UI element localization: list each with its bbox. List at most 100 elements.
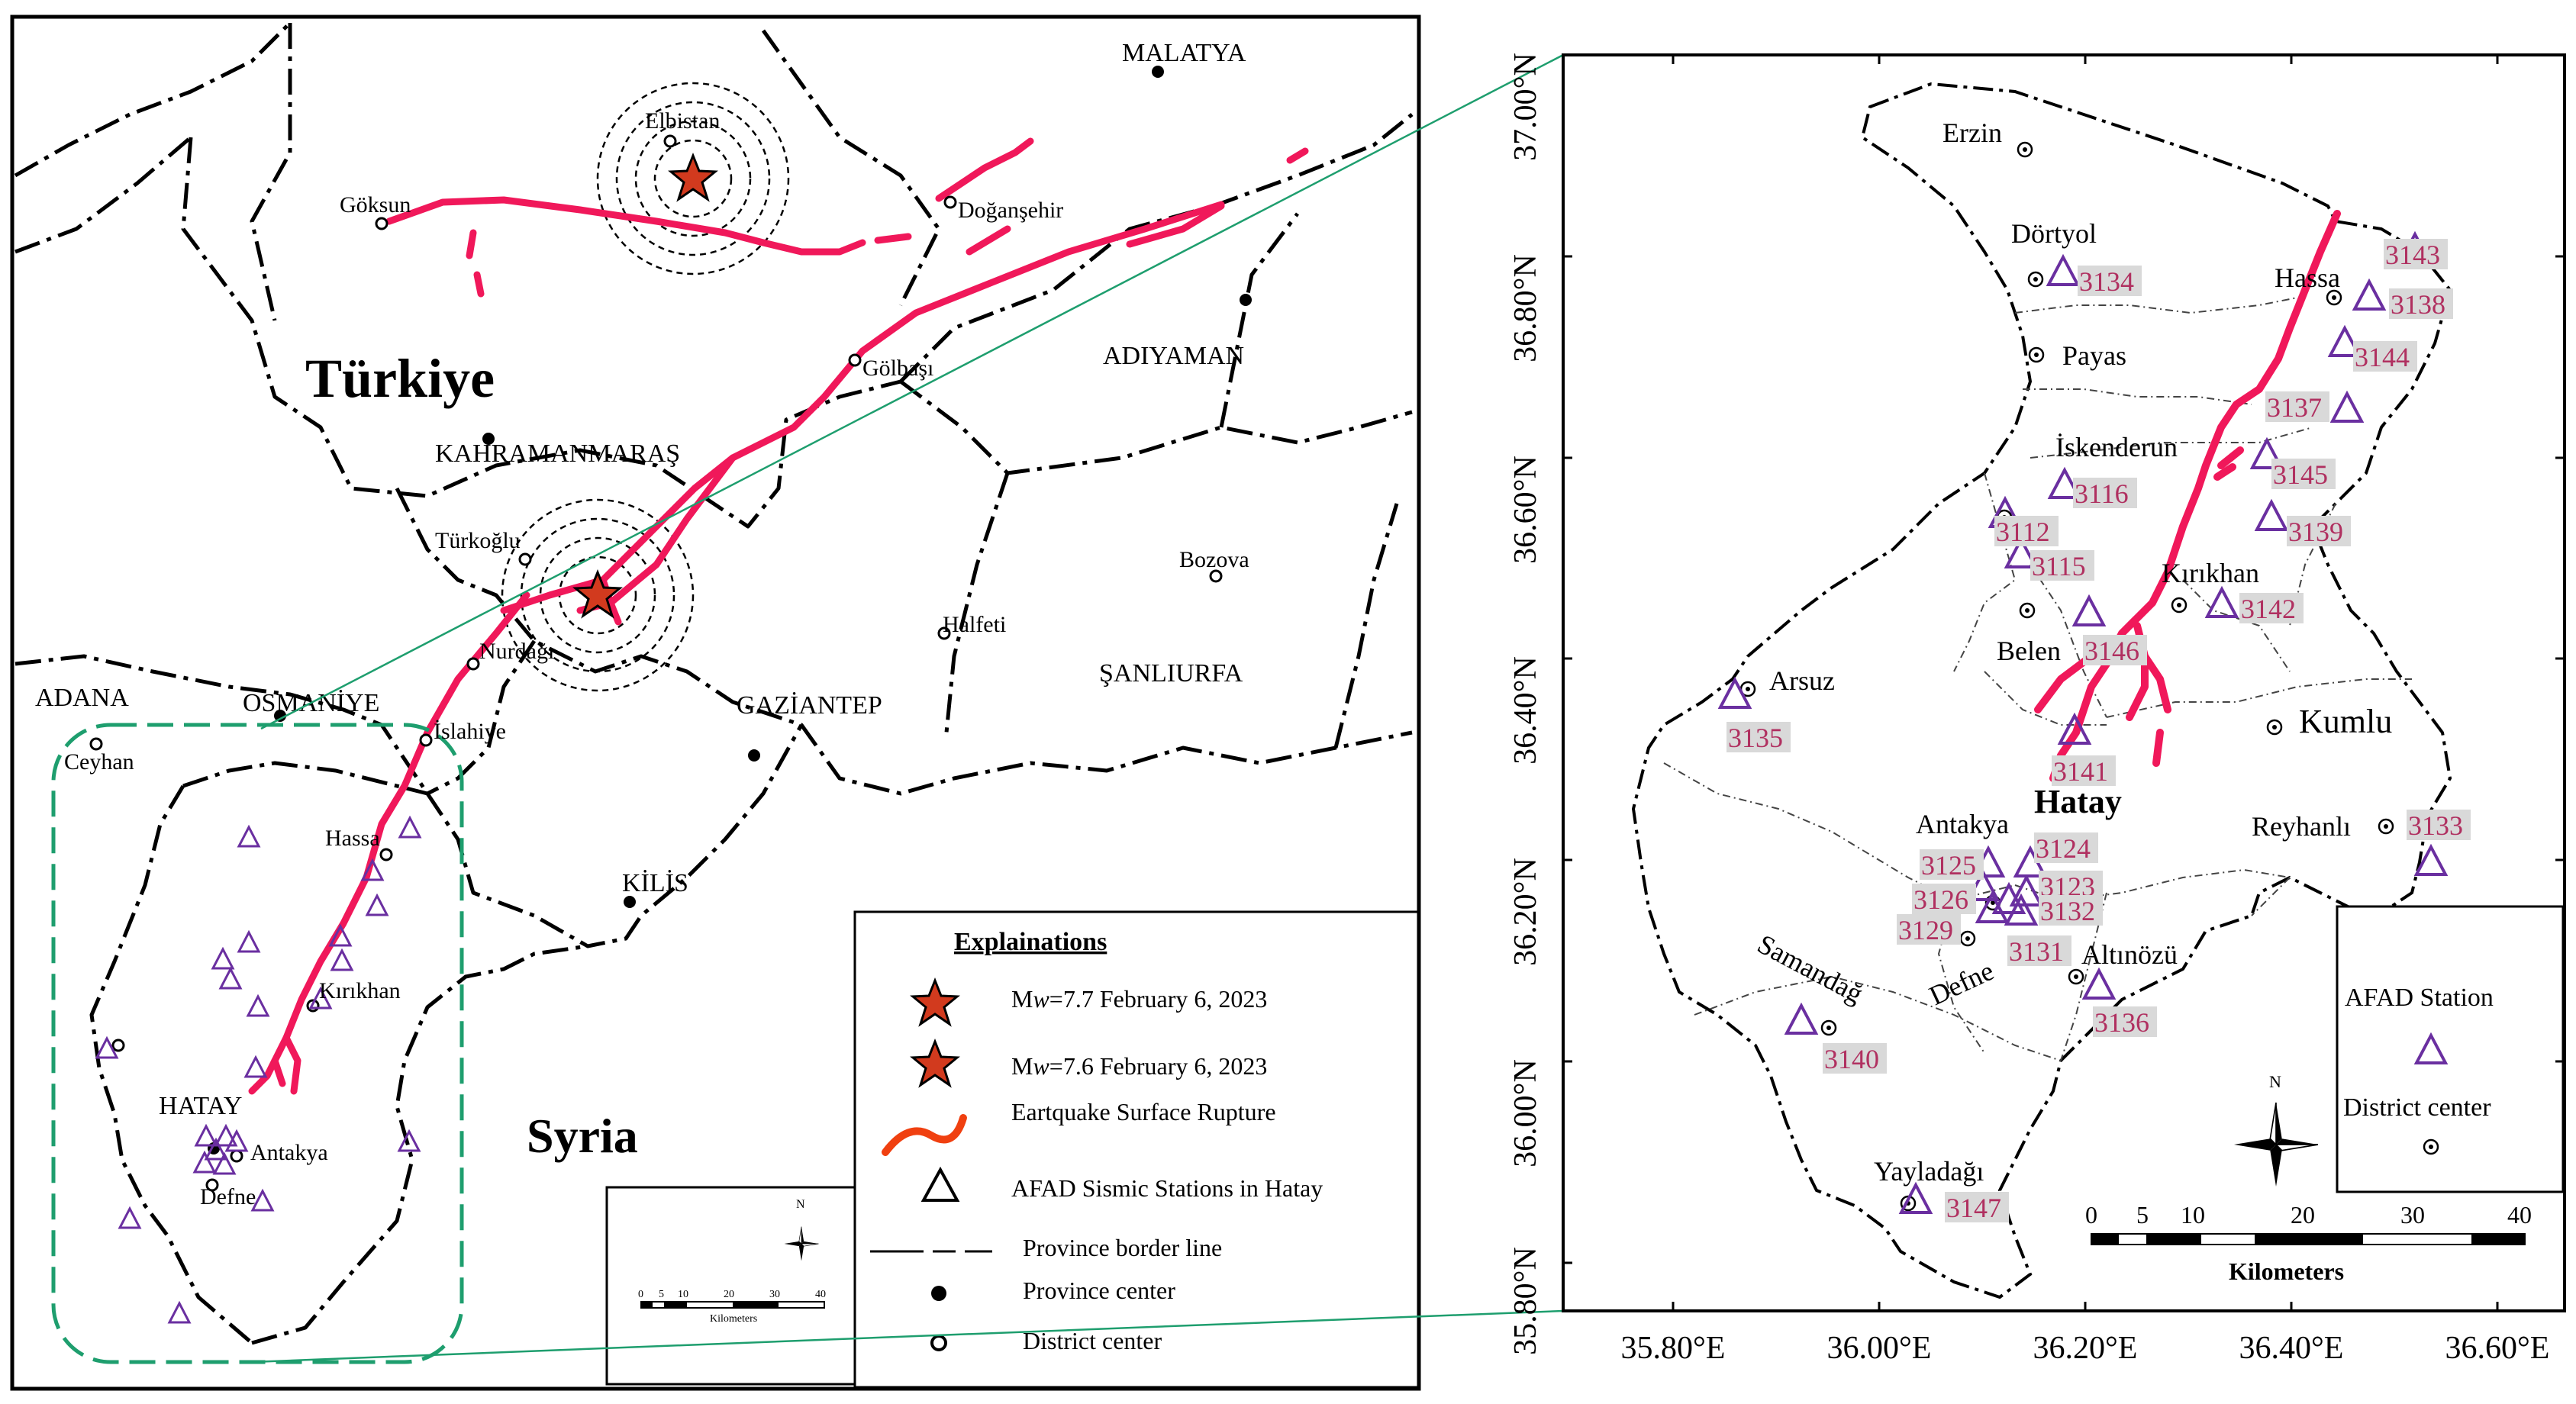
left-legend: Explainations Mw=7.7 February 6, 2023 Mw… xyxy=(853,910,1420,1389)
district-label-dogansehir: Doğanşehir xyxy=(958,198,1063,223)
province-label-malatya: MALATYA xyxy=(1122,39,1246,67)
province-label-hatay: HATAY xyxy=(159,1092,242,1120)
y-label-36-80: 36.80°N xyxy=(1508,254,1543,362)
left-scalebar-box: N 0 5 10 20 30 40 Kilometers xyxy=(605,1186,856,1386)
right-scale-tick-30: 30 xyxy=(2400,1201,2425,1228)
station-label-3140: 3140 xyxy=(1824,1044,1879,1074)
y-label-36-20: 36.20°N xyxy=(1508,858,1543,966)
district-label-bozova: Bozova xyxy=(1179,547,1249,572)
station-label-3145: 3145 xyxy=(2273,459,2328,490)
left-surface-ruptures xyxy=(248,137,1309,1095)
right-label-iskenderun: İskenderun xyxy=(2055,432,2178,462)
legend-mw77: Mw=7.7 February 6, 2023 xyxy=(1011,985,1267,1013)
right-label-reyhanli: Reyhanlı xyxy=(2252,811,2351,842)
right-label-erzin: Erzin xyxy=(1942,118,2002,148)
right-label-altinozu: Altınözü xyxy=(2081,939,2178,970)
district-label-hassa: Hassa xyxy=(325,826,380,851)
legend-border: Province border line xyxy=(1023,1234,1222,1261)
right-label-hassa: Hassa xyxy=(2275,262,2340,293)
legend-province-center-icon xyxy=(931,1286,946,1301)
x-label-36-20: 36.20°E xyxy=(2033,1331,2138,1366)
legend-mw76: Mw=7.6 February 6, 2023 xyxy=(1011,1052,1267,1080)
legend-district-center-icon xyxy=(930,1335,947,1351)
legend-rupture: Eartquake Surface Rupture xyxy=(1011,1098,1276,1125)
x-label-36-60: 36.60°E xyxy=(2445,1331,2550,1366)
station-label-3136: 3136 xyxy=(2094,1007,2149,1038)
legend-stations: AFAD Sismic Stations in Hatay xyxy=(1011,1174,1323,1202)
right-axis-ticks xyxy=(1563,53,2565,1311)
station-label-3129: 3129 xyxy=(1898,915,1953,945)
y-label-36-40: 36.40°N xyxy=(1508,656,1543,765)
right-label-antakya: Antakya xyxy=(1916,809,2009,839)
district-label-nurdagi: Nurdağı xyxy=(479,639,554,664)
station-label-3147: 3147 xyxy=(1946,1193,2001,1223)
province-label-kahramanmaras: KAHRAMANMARAŞ xyxy=(435,440,680,468)
right-map-panel: 3143 3138 3134 3144 3137 3145 3116 3139 … xyxy=(1508,53,2566,1366)
left-scale-tick-30: 30 xyxy=(769,1289,780,1300)
station-label-3124: 3124 xyxy=(2036,833,2091,864)
left-map-panel: Türkiye Syria MALATYA ADIYAMAN KAHRAMANM… xyxy=(10,14,1421,1391)
right-scale-tick-20: 20 xyxy=(2291,1201,2315,1228)
left-province-borders xyxy=(14,21,1414,1345)
station-label-3143: 3143 xyxy=(2385,240,2440,270)
right-label-arsuz: Arsuz xyxy=(1769,665,1835,696)
country-label-turkiye: Türkiye xyxy=(305,348,495,409)
station-label-3115: 3115 xyxy=(2032,551,2086,581)
station-label-3125: 3125 xyxy=(1921,850,1976,881)
right-label-kirikhan: Kırıkhan xyxy=(2162,558,2259,588)
district-label-islahiye: İslahiye xyxy=(434,719,506,744)
district-label-defne: Defne xyxy=(200,1184,256,1209)
station-label-3138: 3138 xyxy=(2391,289,2445,320)
province-label-sanliurfa: ŞANLIURFA xyxy=(1099,659,1243,688)
station-label-3141: 3141 xyxy=(2053,756,2108,787)
country-label-syria: Syria xyxy=(527,1109,638,1163)
station-label-3132: 3132 xyxy=(2040,896,2095,926)
x-label-36-40: 36.40°E xyxy=(2239,1331,2344,1366)
station-label-3112: 3112 xyxy=(1996,517,2050,547)
station-label-3134: 3134 xyxy=(2079,266,2134,297)
right-legend-district-icon xyxy=(2423,1138,2439,1155)
right-scale-tick-40: 40 xyxy=(2507,1201,2532,1228)
y-label-36-00: 36.00°N xyxy=(1508,1059,1543,1167)
left-north-label: N xyxy=(796,1198,805,1211)
station-label-3139: 3139 xyxy=(2288,517,2343,547)
district-label-turkoglu: Türkoğlu xyxy=(435,528,521,553)
province-label-adiyaman: ADIYAMAN xyxy=(1103,342,1244,370)
legend-rupture-line-icon xyxy=(882,1114,967,1156)
y-label-37-00: 37.00°N xyxy=(1508,53,1543,161)
district-label-antakya: Antakya xyxy=(250,1140,328,1165)
station-label-3146: 3146 xyxy=(2084,636,2139,666)
left-scale-tick-5: 5 xyxy=(659,1289,664,1300)
province-label-gaziantep: GAZİANTEP xyxy=(737,691,882,720)
y-label-36-60: 36.60°N xyxy=(1508,456,1543,564)
station-label-3135: 3135 xyxy=(1728,723,1783,753)
province-label-adana: ADANA xyxy=(35,684,129,712)
hatay-outline xyxy=(1631,82,2452,1299)
station-label-3144: 3144 xyxy=(2355,342,2410,372)
epicenter-rings-elbistan xyxy=(596,82,790,275)
y-label-35-80: 35.80°N xyxy=(1508,1247,1543,1355)
left-scale-tick-40: 40 xyxy=(815,1289,826,1300)
legend-station-icon xyxy=(920,1166,960,1202)
right-label-belen: Belen xyxy=(1997,636,2061,666)
right-legend-station: AFAD Station xyxy=(2345,984,2494,1012)
right-scale-tick-5: 5 xyxy=(2136,1201,2149,1228)
x-label-36-00: 36.00°E xyxy=(1827,1331,1932,1366)
district-label-golbasi: Gölbaşı xyxy=(862,356,933,381)
left-scale-unit: Kilometers xyxy=(710,1313,757,1325)
right-scale-tick-0: 0 xyxy=(2085,1201,2097,1228)
district-label-goksun: Göksun xyxy=(340,192,411,217)
legend-title: Explainations xyxy=(954,928,1107,956)
station-label-3126: 3126 xyxy=(1913,884,1968,915)
right-label-hatay: Hatay xyxy=(2034,783,2122,820)
right-scalebar: 0 5 10 20 30 40 Kilometers xyxy=(2085,1201,2532,1285)
district-label-ceyhan: Ceyhan xyxy=(64,749,134,774)
legend-province-center: Province center xyxy=(1023,1277,1175,1304)
inset-connector-lines xyxy=(251,53,1564,1364)
station-label-3116: 3116 xyxy=(2075,478,2129,509)
district-label-elbistan: Elbistan xyxy=(645,108,720,134)
right-label-dortyol: Dörtyol xyxy=(2011,218,2097,249)
right-scale-unit: Kilometers xyxy=(2229,1257,2344,1285)
left-scale-tick-0: 0 xyxy=(638,1289,643,1300)
province-label-kilis: KİLİS xyxy=(622,869,688,897)
